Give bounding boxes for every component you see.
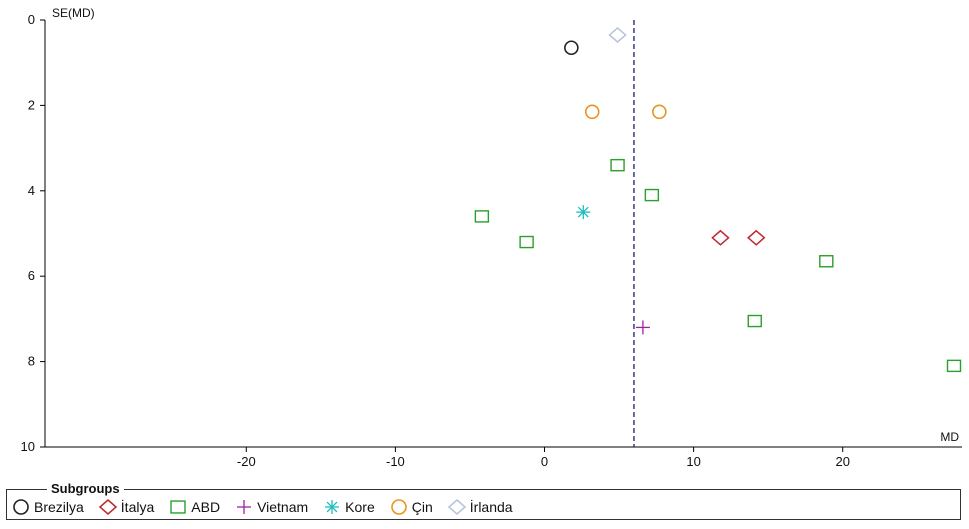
legend-item: İrlanda xyxy=(447,498,513,516)
circle-icon xyxy=(13,499,29,515)
y-tick-label: 4 xyxy=(28,183,35,198)
legend-item: İtalya xyxy=(98,498,154,516)
legend-marker xyxy=(390,499,407,515)
data-point xyxy=(819,255,834,268)
y-tick-label: 2 xyxy=(28,97,35,112)
legend-marker xyxy=(325,500,340,514)
legend-label: Kore xyxy=(345,499,375,515)
y-tick-label: 0 xyxy=(28,12,35,27)
x-axis-title: MD xyxy=(940,430,959,444)
legend-item: Çin xyxy=(389,498,433,516)
y-tick-label: 6 xyxy=(28,268,35,283)
data-point xyxy=(644,188,660,202)
data-point xyxy=(610,158,625,172)
data-point xyxy=(946,359,962,373)
plus-icon xyxy=(237,500,252,514)
data-point xyxy=(584,104,600,120)
legend-items: Brezilya İtalya ABD Vietnam Kore Çin İrlanda xyxy=(11,498,527,516)
x-tick-label: 20 xyxy=(835,454,849,469)
legend-label: Brezilya xyxy=(34,499,84,515)
data-point xyxy=(747,314,762,328)
legend-label: Vietnam xyxy=(257,499,309,515)
data-point xyxy=(652,104,667,120)
funnel-plot: 0 2 4 6 8 10 -20 -10 0 10 20 SE(MD) MD xyxy=(21,6,962,469)
data-point xyxy=(747,229,766,246)
legend: Subgroups Brezilya İtalya ABD Vietnam Kore Çi… xyxy=(6,481,961,520)
x-tick-label: 10 xyxy=(686,454,700,469)
legend-item: Kore xyxy=(322,498,375,516)
legend-item: Brezilya xyxy=(11,498,84,516)
diamond-icon xyxy=(98,499,117,515)
legend-label: ABD xyxy=(191,499,221,515)
legend-marker xyxy=(170,500,186,514)
data-point xyxy=(564,40,579,56)
data-point xyxy=(635,320,650,335)
x-tick-label: 0 xyxy=(541,454,548,469)
data-point xyxy=(711,229,730,246)
data-point xyxy=(474,210,490,223)
y-axis-title: SE(MD) xyxy=(52,6,95,20)
asterisk-icon xyxy=(325,500,340,514)
diamond-icon xyxy=(447,499,466,515)
legend-label: Çin xyxy=(411,499,433,515)
legend-title: Subgroups xyxy=(47,481,124,496)
y-tick-label: 10 xyxy=(21,439,35,454)
data-point xyxy=(519,235,534,249)
legend-marker xyxy=(237,500,252,514)
circle-icon xyxy=(390,499,407,515)
legend-marker xyxy=(13,499,29,515)
legend-item: Vietnam xyxy=(234,498,308,516)
data-point xyxy=(576,205,591,220)
x-tick-label: -20 xyxy=(237,454,256,469)
legend-item: ABD xyxy=(168,498,220,516)
legend-label: İrlanda xyxy=(469,499,513,515)
legend-marker xyxy=(447,499,466,515)
data-point xyxy=(608,26,627,43)
square-icon xyxy=(170,500,186,514)
x-tick-label: -10 xyxy=(386,454,405,469)
y-tick-label: 8 xyxy=(28,354,35,369)
legend-label: İtalya xyxy=(120,499,155,515)
legend-marker xyxy=(98,499,117,515)
